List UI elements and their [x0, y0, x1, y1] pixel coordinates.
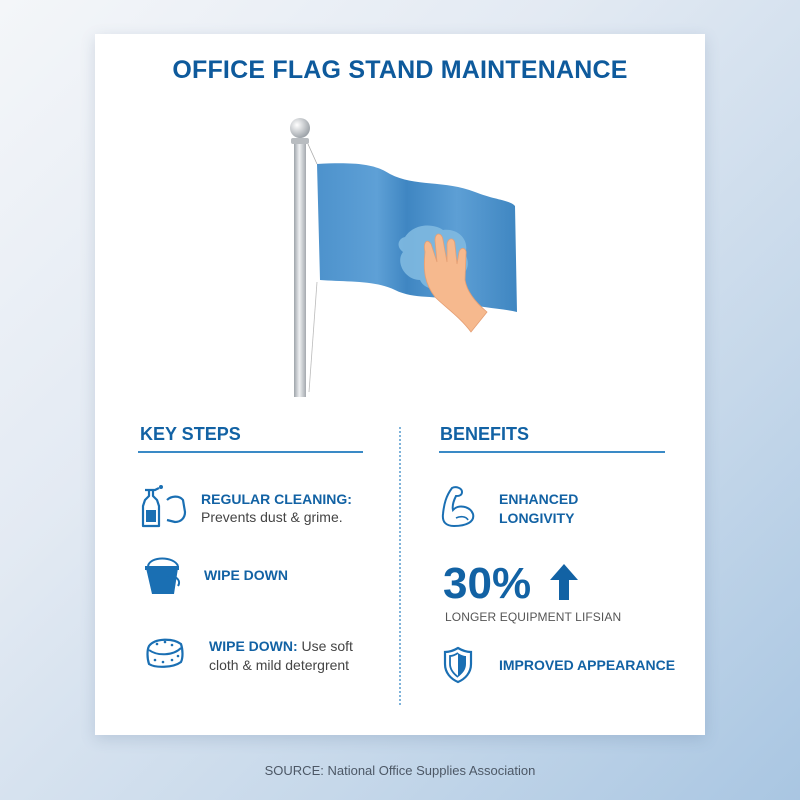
benefit-appearance: IMPROVED APPEARANCE — [443, 646, 703, 686]
step-desc: cloth & mild detergrent — [209, 657, 350, 673]
step-desc: Prevents dust & grime. — [201, 509, 343, 525]
bucket-icon — [145, 557, 180, 594]
sponge-icon — [146, 638, 184, 668]
step-wipe-down: WIPE DOWN — [144, 554, 384, 604]
stat-label: LONGER EQUIPMENT LIFSIAN — [445, 610, 622, 624]
flagpole — [290, 118, 318, 397]
benefit-title: IMPROVED APPEARANCE — [499, 657, 676, 673]
key-steps-heading: KEY STEPS — [140, 424, 241, 444]
step-desc-inline: Use soft — [297, 638, 353, 654]
step-title: REGULAR CLEANING: — [201, 491, 352, 507]
benefits-heading: BENEFITS — [440, 424, 530, 444]
stat-value: 30% — [443, 559, 532, 608]
flexed-arm-icon — [441, 486, 475, 528]
key-steps-rule — [138, 451, 363, 453]
step-title: WIPE DOWN — [204, 567, 288, 583]
page-title: OFFICE FLAG STAND MAINTENANCE — [172, 56, 628, 84]
benefit-title: ENHANCED — [499, 491, 579, 507]
column-divider — [399, 427, 401, 705]
step-title: WIPE DOWN: — [209, 638, 298, 654]
step-regular-cleaning: REGULAR CLEANING: Prevents dust & grime. — [137, 482, 377, 532]
shield-icon — [443, 646, 473, 684]
step-wipe-down-detail: WIPE DOWN: Use soft cloth & mild detergr… — [145, 634, 405, 684]
benefit-title: LONGIVITY — [499, 510, 575, 526]
spray-bottle-cloth-icon — [141, 484, 187, 528]
hand — [423, 233, 488, 333]
arrow-up-icon — [550, 564, 578, 600]
benefit-longevity: ENHANCED LONGIVITY — [440, 482, 680, 532]
infographic-card: OFFICE FLAG STAND MAINTENANCE — [95, 34, 705, 735]
source-note: SOURCE: National Office Supplies Associa… — [264, 763, 536, 778]
flag-cleaning-illustration — [290, 118, 517, 397]
benefits-rule — [439, 451, 665, 453]
